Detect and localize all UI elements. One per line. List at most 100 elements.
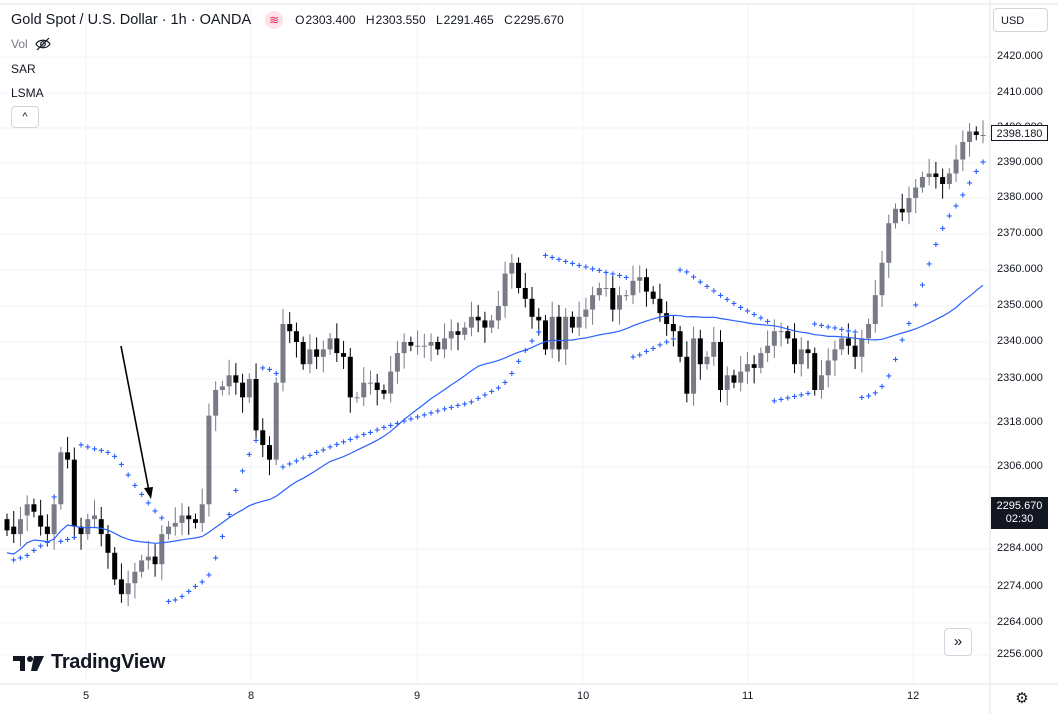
price-tick-label: 2330.000 [997, 372, 1043, 384]
sar-dot: + [462, 399, 468, 410]
sar-dot: + [475, 394, 481, 405]
candle-body [919, 177, 925, 188]
candle-body [92, 515, 98, 520]
price-tick-label: 2256.000 [997, 648, 1043, 660]
candle-body [866, 324, 872, 339]
sar-dot: + [792, 392, 798, 403]
candle-body [711, 342, 717, 357]
ohlc-low-key: L [435, 13, 443, 27]
candle-body [832, 349, 838, 361]
sar-dot: + [522, 346, 528, 357]
sar-dot: + [731, 299, 737, 310]
indicators-toggle-icon[interactable]: ≋ [265, 11, 284, 29]
symbol-title[interactable]: Gold Spot / U.S. Dollar · 1h · OANDA [11, 12, 252, 28]
scroll-to-realtime-button[interactable]: » [944, 628, 972, 656]
sar-dot: + [953, 201, 959, 212]
candle-body [637, 277, 643, 281]
sar-dot: + [260, 363, 266, 374]
sar-dot: + [469, 398, 475, 409]
candle-body [374, 382, 380, 390]
sar-dot: + [448, 403, 454, 414]
ohlc-close-key: C [504, 13, 513, 27]
sar-dot: + [711, 287, 717, 298]
candle-body [717, 342, 723, 390]
candle-body [522, 288, 528, 299]
candle-body [475, 316, 481, 321]
candle-body [805, 349, 811, 354]
sar-dot: + [980, 157, 986, 168]
candle-body [697, 338, 703, 365]
legend-vol[interactable]: Vol [11, 37, 52, 51]
candle-body [105, 534, 111, 553]
collapse-legend-button[interactable]: ^ [11, 106, 39, 128]
sar-dot: + [919, 280, 925, 291]
sar-dot: + [812, 320, 818, 331]
sar-dot: + [455, 401, 461, 412]
candle-body [684, 356, 690, 394]
candle-body [280, 324, 286, 383]
candle-body [307, 349, 313, 365]
sar-dot: + [442, 405, 448, 416]
tradingview-logo[interactable]: TradingView [13, 651, 165, 674]
settings-gear-icon[interactable]: ⚙ [1015, 690, 1029, 707]
candle-body [421, 345, 427, 347]
candle-body [287, 324, 293, 332]
sar-dot: + [697, 277, 703, 288]
candle-body [812, 353, 818, 390]
candle-body [65, 452, 71, 460]
sar-dot: + [240, 466, 246, 477]
candle-body [240, 382, 246, 398]
sar-dot: + [354, 433, 360, 444]
candle-body [361, 382, 367, 398]
candle-body [603, 288, 609, 289]
sar-dot: + [166, 597, 172, 608]
candle-body [226, 375, 232, 387]
candle-body [219, 386, 225, 390]
candle-body [246, 379, 252, 398]
sar-dot: + [946, 212, 952, 223]
sar-dot: + [913, 300, 919, 311]
time-tick-label: 11 [742, 690, 754, 702]
candle-body [132, 571, 138, 584]
candle-body [139, 560, 145, 572]
legend-lsma[interactable]: LSMA [11, 86, 44, 100]
candle-body [906, 198, 912, 213]
sar-dot: + [596, 266, 602, 277]
currency-selector[interactable]: USD [993, 8, 1048, 32]
sar-dot: + [529, 336, 535, 347]
sar-dot: + [435, 407, 441, 418]
sar-dot: + [819, 321, 825, 332]
sar-dot: + [381, 423, 387, 434]
candle-body [691, 338, 697, 394]
candle-body [670, 324, 676, 332]
price-tick-label: 2370.000 [997, 227, 1043, 239]
candle-body [51, 504, 57, 535]
sar-dot: + [145, 499, 151, 510]
sar-dot: + [172, 595, 178, 606]
time-tick-label: 8 [248, 690, 255, 702]
candle-body [536, 316, 542, 321]
sar-dot: + [778, 395, 784, 406]
sar-dot: + [347, 435, 353, 446]
candle-body [213, 390, 219, 416]
candle-body [495, 306, 501, 321]
sar-dot: + [159, 514, 165, 525]
eye-off-icon[interactable] [34, 37, 52, 51]
candle-body [334, 338, 340, 354]
sar-dot: + [495, 384, 501, 395]
legend-sar[interactable]: SAR [11, 62, 36, 76]
sar-dot: + [307, 451, 313, 462]
sar-dot: + [536, 328, 542, 339]
candle-body [953, 159, 959, 174]
candle-body [516, 262, 522, 288]
sar-dot: + [637, 351, 643, 362]
sar-dot: + [569, 259, 575, 270]
candle-body [166, 526, 172, 535]
sar-dot: + [933, 240, 939, 251]
sar-dot: + [866, 392, 872, 403]
sar-dot: + [71, 533, 77, 544]
sar-dot: + [280, 463, 286, 474]
sar-dot: + [119, 460, 125, 471]
candle-body [724, 375, 730, 390]
